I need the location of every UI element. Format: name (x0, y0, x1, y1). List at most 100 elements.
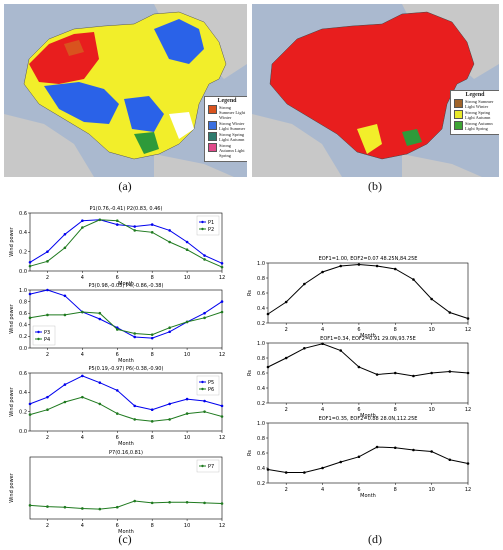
chart-title: P7(0.16,0.81) (109, 450, 143, 456)
chart-legend (196, 375, 220, 396)
legend-swatch (208, 105, 217, 114)
data-point (203, 501, 206, 505)
data-point (339, 349, 343, 352)
legend-a-item-label: Strong Autumn Light Spring (219, 143, 245, 158)
map-a-image (4, 4, 247, 177)
data-point (284, 356, 288, 360)
y-axis-label: Rs (247, 290, 253, 296)
x-tick-label: 2 (285, 327, 288, 333)
data-point (28, 504, 32, 507)
legend-swatch (208, 121, 217, 130)
data-point (28, 264, 32, 268)
data-point (448, 370, 452, 373)
data-point (150, 336, 154, 340)
data-point (321, 342, 324, 346)
x-tick-label: 2 (46, 435, 49, 441)
data-point (466, 317, 470, 320)
legend-a-item-label: Strong Spring Light Autumn (219, 132, 245, 142)
x-tick-label: 8 (151, 435, 154, 441)
y-axis-label: Wind power (9, 472, 15, 503)
map-b-image (252, 4, 499, 177)
x-tick-label: 12 (219, 275, 225, 281)
legend-label: P7 (208, 464, 214, 470)
x-tick-label: 6 (116, 275, 119, 281)
data-point (46, 505, 49, 508)
plot-frame (29, 289, 223, 349)
panel-label-b: (b) (368, 179, 382, 193)
y-tick-label: 0.2 (19, 409, 27, 415)
data-point (203, 316, 206, 320)
legend-label: P2 (208, 227, 214, 233)
legend-swatch (208, 143, 217, 152)
data-point (448, 311, 452, 314)
legend-swatch (454, 110, 463, 119)
y-tick-label: 0.2 (19, 249, 27, 255)
x-axis-label: Month (118, 529, 134, 535)
legend-marker (37, 337, 40, 341)
x-tick-label: 2 (46, 275, 49, 281)
data-point (220, 404, 224, 408)
legend-b-title: Legend (465, 92, 485, 98)
y-tick-label: 0.6 (19, 211, 27, 217)
x-tick-label: 8 (394, 407, 397, 413)
data-point (46, 260, 49, 263)
series-line (29, 500, 223, 510)
legend-label: P4 (44, 337, 50, 343)
data-point (284, 300, 288, 304)
y-tick-label: 1.0 (19, 288, 27, 294)
data-point (28, 402, 32, 406)
panel-label-d: (d) (368, 532, 382, 546)
data-point (81, 226, 84, 229)
map-b: Legend Strong Summer Light Winter Strong… (252, 4, 499, 177)
data-point (321, 466, 324, 470)
data-point (150, 223, 154, 226)
legend-swatch (454, 121, 463, 130)
x-axis-label: Month (118, 441, 134, 447)
y-axis-label: Wind power (9, 303, 15, 334)
data-point (115, 219, 119, 223)
data-point (98, 381, 102, 384)
data-point (28, 292, 32, 296)
legend-b-item: Strong Summer Light Winter (454, 99, 496, 109)
x-tick-label: 10 (184, 352, 190, 358)
y-tick-label: 0.4 (257, 306, 265, 312)
data-point (115, 223, 119, 226)
data-point (339, 460, 343, 464)
data-point (133, 229, 137, 232)
data-point (28, 316, 32, 320)
data-point (412, 374, 415, 378)
y-tick-label: 1.0 (257, 421, 265, 427)
chart-title: EOF1=0.35, EOF2=0.88 28.0N,112.25E (319, 416, 418, 422)
legend-b-item: Strong Spring Light Autumn (454, 110, 496, 120)
chart-title: EOF1=0.34, EOF2=0.91 29.0N,93.75E (320, 336, 416, 342)
data-point (185, 240, 189, 244)
legend-marker (201, 387, 204, 391)
y-axis-label: Rs (247, 370, 253, 376)
y-tick-label: 0.4 (257, 466, 265, 472)
x-tick-label: 8 (151, 275, 154, 281)
data-point (63, 505, 67, 509)
y-tick-label: 0.4 (257, 386, 265, 392)
x-tick-label: 12 (219, 435, 225, 441)
data-point (303, 471, 306, 474)
x-axis-label: Month (118, 281, 134, 287)
data-point (98, 218, 102, 222)
data-point (220, 502, 224, 505)
data-point (98, 507, 102, 511)
data-point (46, 408, 49, 412)
series-line (29, 289, 223, 339)
x-tick-label: 10 (184, 275, 190, 281)
x-axis-label: Month (360, 493, 376, 499)
data-point (28, 261, 32, 264)
data-point (266, 312, 270, 316)
data-point (266, 365, 270, 369)
data-point (393, 267, 397, 271)
x-tick-label: 2 (285, 407, 288, 413)
data-point (98, 311, 102, 315)
legend-b-item-label: Strong Autumn Light Spring (465, 121, 493, 131)
data-point (150, 231, 154, 234)
x-axis-label: Month (360, 413, 376, 419)
data-point (133, 332, 137, 335)
data-point (63, 383, 67, 386)
x-tick-label: 6 (116, 523, 119, 529)
